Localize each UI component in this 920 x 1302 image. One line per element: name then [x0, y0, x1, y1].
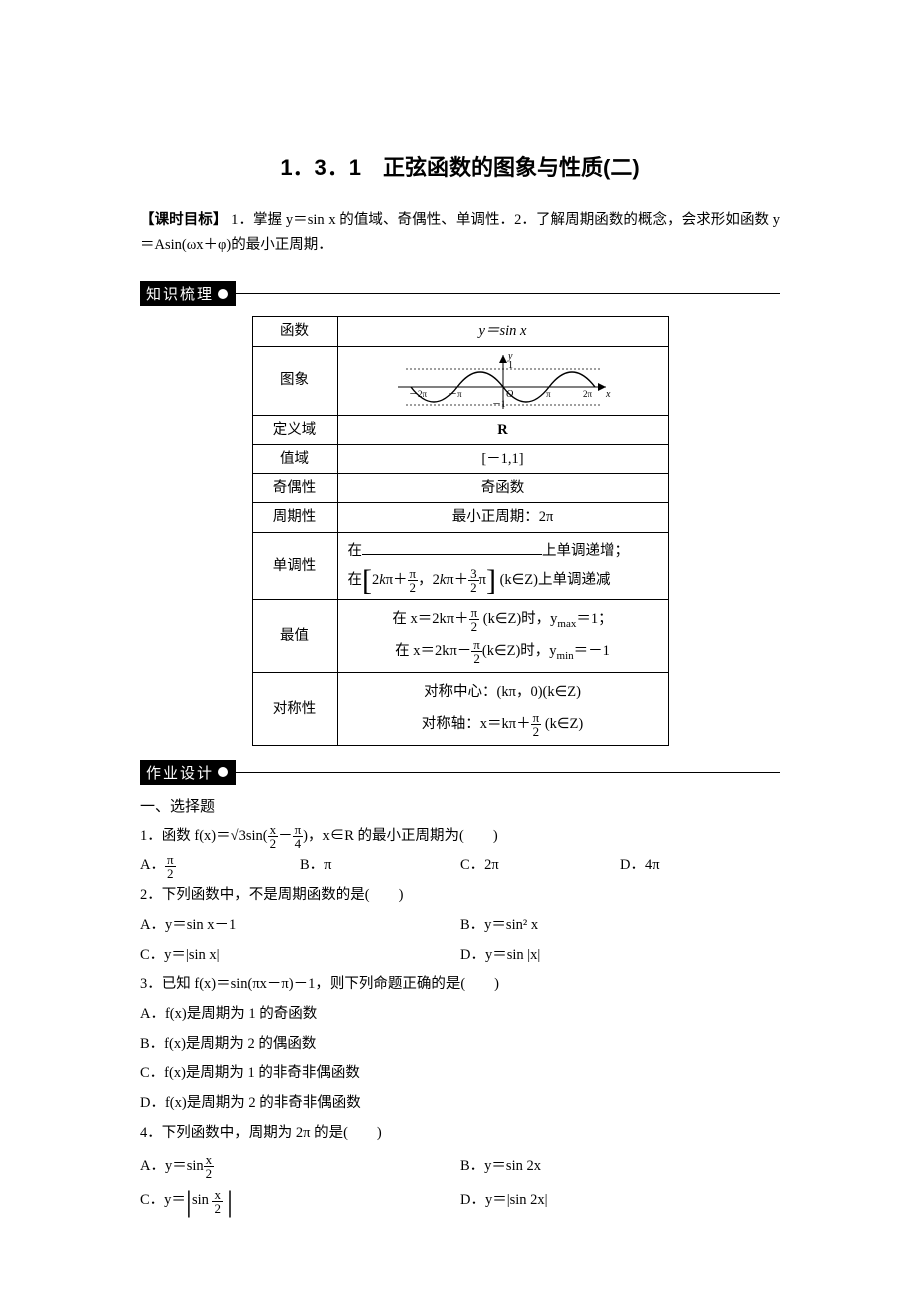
row-label: 函数 — [252, 317, 337, 346]
row-value: 在 x＝2kπ＋π2 (k∈Z)时，ymax＝1； 在 x＝2kπ－π2(k∈Z… — [337, 599, 668, 672]
row-label: 奇偶性 — [252, 474, 337, 503]
option-d: D．y＝sin |x| — [460, 941, 780, 971]
table-row: 最值 在 x＝2kπ＋π2 (k∈Z)时，ymax＝1； 在 x＝2kπ－π2(… — [252, 599, 668, 672]
table-row: 对称性 对称中心：(kπ，0)(k∈Z) 对称轴：x＝kπ＋π2 (k∈Z) — [252, 672, 668, 745]
option-b: B．π — [300, 851, 460, 881]
row-label: 值域 — [252, 444, 337, 473]
table-row: 定义域 R — [252, 415, 668, 444]
row-label: 定义域 — [252, 415, 337, 444]
dot-icon — [218, 767, 228, 777]
table-row: 函数 y＝sin x — [252, 317, 668, 346]
fill-blank[interactable] — [362, 539, 542, 555]
question-2: 2．下列函数中，不是周期函数的是( ) A．y＝sin x－1 B．y＝sin²… — [140, 881, 780, 970]
option-b: B．y＝sin 2x — [460, 1149, 780, 1184]
question-1: 1．函数 f(x)＝√3sin(x2－π4)，x∈R 的最小正周期为( ) A．… — [140, 822, 780, 881]
row-label: 图象 — [252, 346, 337, 415]
svg-text:－2π: －2π — [409, 389, 428, 399]
row-value: 在上单调递增； 在[2kπ＋π2，2kπ＋32π] (k∈Z)上单调递减 — [337, 532, 668, 599]
objective-label: 【课时目标】 — [140, 212, 227, 228]
option-a: A．f(x)是周期为 1 的奇函数 — [140, 1000, 780, 1030]
option-a: A．y＝sin x－1 — [140, 911, 460, 941]
row-label: 对称性 — [252, 672, 337, 745]
question-section-heading: 一、选择题 — [140, 795, 780, 816]
row-value: 最小正周期：2π — [337, 503, 668, 532]
table-row: 奇偶性 奇函数 — [252, 474, 668, 503]
svg-text:－π: －π — [448, 389, 462, 399]
sine-graph: 1 －1 O －2π －π π 2π x y — [388, 349, 618, 413]
svg-text:－1: －1 — [492, 399, 506, 409]
section-tag-text: 知识梳理 — [146, 283, 214, 304]
section-line — [236, 293, 780, 294]
option-d: D．f(x)是周期为 2 的非奇非偶函数 — [140, 1089, 780, 1119]
row-label: 最值 — [252, 599, 337, 672]
table-row: 值域 [－1,1] — [252, 444, 668, 473]
row-value: R — [337, 415, 668, 444]
dot-icon — [218, 289, 228, 299]
row-label: 周期性 — [252, 503, 337, 532]
section-knowledge: 知识梳理 — [140, 281, 780, 306]
section-tag-text: 作业设计 — [146, 762, 214, 783]
option-b: B．y＝sin² x — [460, 911, 780, 941]
option-c: C．2π — [460, 851, 620, 881]
row-value: 对称中心：(kπ，0)(k∈Z) 对称轴：x＝kπ＋π2 (k∈Z) — [337, 672, 668, 745]
svg-text:O: O — [506, 389, 513, 400]
properties-table: 函数 y＝sin x 图象 1 －1 O －2π －π — [252, 316, 669, 745]
option-b: B．f(x)是周期为 2 的偶函数 — [140, 1030, 780, 1060]
row-value: 奇函数 — [337, 474, 668, 503]
table-row: 周期性 最小正周期：2π — [252, 503, 668, 532]
option-d: D．y＝|sin 2x| — [460, 1183, 780, 1218]
svg-text:π: π — [546, 389, 551, 399]
option-d: D．4π — [620, 851, 780, 881]
option-a: A．y＝sinx2 — [140, 1149, 460, 1184]
option-c: C．y＝|sin x2| — [140, 1183, 460, 1218]
row-value: 1 －1 O －2π －π π 2π x y — [337, 346, 668, 415]
svg-text:y: y — [507, 351, 513, 362]
row-value: y＝sin x — [337, 317, 668, 346]
page-title: 1．3．1 正弦函数的图象与性质(二) — [140, 150, 780, 182]
row-value: [－1,1] — [337, 444, 668, 473]
section-line — [236, 772, 780, 773]
section-tag: 知识梳理 — [140, 281, 236, 306]
objective-text: 1．掌握 y＝sin x 的值域、奇偶性、单调性．2．了解周期函数的概念，会求形… — [140, 212, 780, 253]
option-c: C．y＝|sin x| — [140, 941, 460, 971]
table-row: 图象 1 －1 O －2π －π π 2π x — [252, 346, 668, 415]
option-a: A．π2 — [140, 851, 300, 881]
section-tag: 作业设计 — [140, 760, 236, 785]
svg-text:2π: 2π — [583, 389, 593, 399]
table-row: 单调性 在上单调递增； 在[2kπ＋π2，2kπ＋32π] (k∈Z)上单调递减 — [252, 532, 668, 599]
row-label: 单调性 — [252, 532, 337, 599]
option-c: C．f(x)是周期为 1 的非奇非偶函数 — [140, 1059, 780, 1089]
svg-text:x: x — [605, 389, 611, 400]
question-3: 3．已知 f(x)＝sin(πx－π)－1，则下列命题正确的是( ) A．f(x… — [140, 970, 780, 1119]
objective: 【课时目标】 1．掌握 y＝sin x 的值域、奇偶性、单调性．2．了解周期函数… — [140, 208, 780, 257]
question-4: 4．下列函数中，周期为 2π 的是( ) A．y＝sinx2 B．y＝sin 2… — [140, 1119, 780, 1218]
section-homework: 作业设计 — [140, 760, 780, 785]
